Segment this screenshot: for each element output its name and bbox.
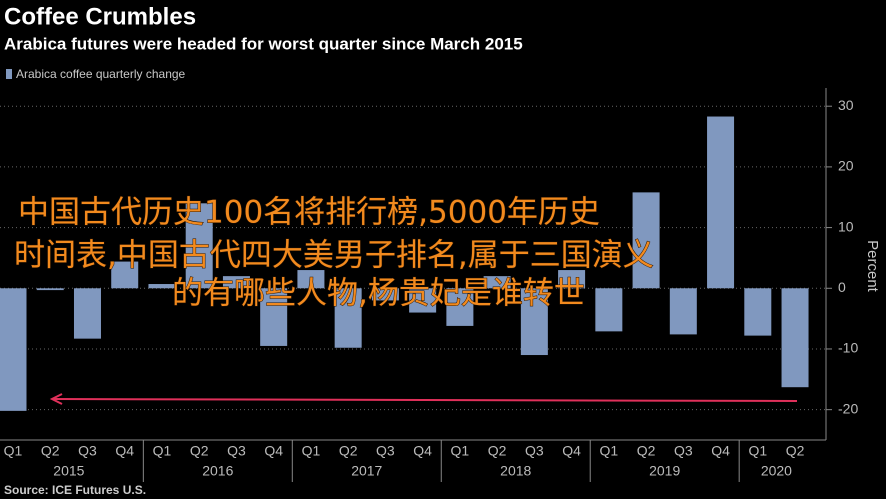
annotation-arrowhead: [49, 393, 63, 405]
bar: [36, 288, 64, 291]
x-tick-label: Q2: [786, 443, 805, 459]
bar: [0, 288, 27, 411]
x-tick-label: Q1: [451, 443, 470, 459]
x-tick-label: Q3: [376, 443, 395, 459]
overlay-text: 时间表,中国古代四大美男子排名,属于三国演义: [14, 238, 654, 274]
y-tick-label: 30: [838, 97, 854, 113]
bar: [260, 288, 288, 346]
overlay: 中国古代历史100名将排行榜,5000年历史时间表,中国古代四大美男子排名,属于…: [14, 194, 655, 312]
plot: 30 20 10 0 -10 -20 Q1 Q2 Q3 Q4 Q1 Q2 Q3 Q4 Q1 Q2 Q3 Q4 Q1 Q…: [0, 97, 858, 482]
bar: [595, 288, 623, 332]
year-label: 2019: [649, 463, 680, 479]
bar: [148, 284, 176, 289]
y-tick-label: 0: [838, 279, 846, 295]
bar: [744, 288, 772, 336]
x-tick-label: Q1: [599, 443, 618, 459]
year-label: 2020: [761, 463, 792, 479]
y-axis-title: Percent: [864, 240, 881, 293]
bar: [371, 288, 399, 301]
x-tick-label: Q3: [78, 443, 97, 459]
chart-subtitle: Arabica futures were headed for worst qu…: [4, 34, 523, 53]
x-tick-label: Q1: [748, 443, 767, 459]
y-tick-label: -20: [838, 400, 858, 416]
x-tick-label: Q1: [302, 443, 321, 459]
bar: [483, 276, 511, 289]
bar: [222, 276, 250, 289]
x-tick-label: Q3: [674, 443, 693, 459]
legend-label: Arabica coffee quarterly change: [16, 67, 186, 81]
bar: [297, 270, 325, 289]
bar: [334, 288, 362, 348]
bar: [558, 270, 586, 289]
bar: [446, 288, 474, 326]
source: Source: ICE Futures U.S.: [4, 483, 146, 497]
chart-title: Coffee Crumbles: [4, 3, 196, 30]
x-tick-label: Q2: [488, 443, 507, 459]
bar: [520, 288, 548, 356]
x-tick-label: Q4: [711, 443, 730, 459]
y-tick-label: -10: [838, 340, 858, 356]
x-tick-label: Q3: [525, 443, 544, 459]
year-label: 2016: [202, 463, 233, 479]
bar: [669, 288, 697, 335]
bar: [707, 116, 735, 289]
x-tick-label: Q4: [413, 443, 432, 459]
legend-swatch: [6, 69, 12, 79]
year-label: 2015: [53, 463, 84, 479]
bar: [781, 288, 809, 388]
year-label: 2018: [500, 463, 531, 479]
y-tick-label: 10: [838, 218, 854, 234]
y-tick-label: 20: [838, 158, 854, 174]
year-label: 2017: [351, 463, 382, 479]
annotation-arrow: [51, 398, 798, 402]
x-tick-label: Q1: [4, 443, 23, 459]
x-tick-label: Q4: [115, 443, 134, 459]
x-tick-label: Q4: [562, 443, 581, 459]
overlay-text: 中国古代历史100名将排行榜,5000年历史: [18, 195, 600, 231]
x-tick-label: Q4: [264, 443, 283, 459]
bar: [185, 203, 213, 289]
x-tick-label: Q1: [153, 443, 172, 459]
bar: [632, 192, 660, 289]
bar: [409, 288, 437, 313]
x-tick-label: Q2: [190, 443, 209, 459]
bar: [111, 261, 139, 289]
x-tick-label: Q2: [637, 443, 656, 459]
x-tick-label: Q2: [41, 443, 60, 459]
bar: [73, 288, 101, 339]
x-tick-label: Q3: [227, 443, 246, 459]
overlay-text: 的有哪些人物,杨贵妃是谁转世: [172, 276, 585, 312]
x-tick-label: Q2: [339, 443, 358, 459]
